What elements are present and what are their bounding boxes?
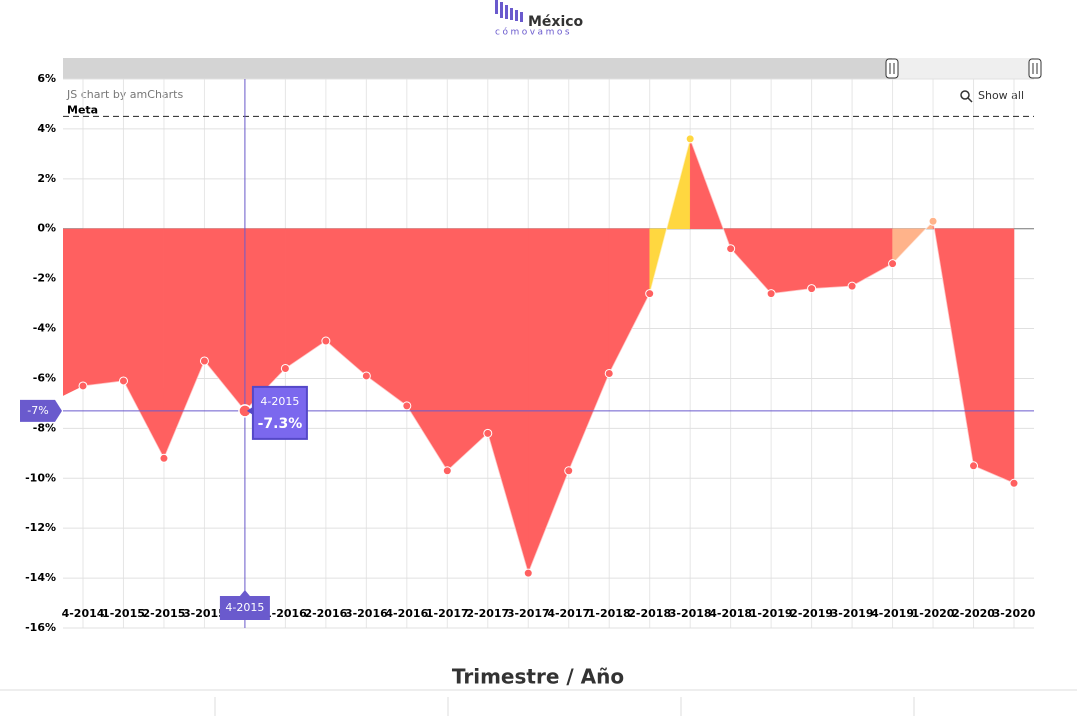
show-all-label[interactable]: Show all [978,89,1024,102]
y-tick-label: -16% [25,621,56,634]
tabs [214,697,915,716]
x-tick-label: 1-2015 [102,607,145,620]
area-segment [406,228,448,472]
tooltip-box [251,385,308,440]
x-tick-label: 1-2020 [912,607,955,620]
x-tick-label: 2-2016 [304,607,347,620]
x-tick-label: 3-2018 [669,607,712,620]
point [847,281,857,291]
logo-tagline: cómovamos [495,27,572,38]
x-tick-label: 2-2020 [952,607,995,620]
y-tick-label: -14% [25,571,56,584]
y-tick-label: -6% [33,371,56,384]
x-tick-label: 3-2015 [183,607,226,620]
x-tick-label: 3-2016 [345,607,388,620]
point [442,466,452,476]
area-segment [325,228,367,377]
cursor-y-box [20,399,62,422]
y-tick-label: 6% [37,72,56,85]
x-tick-label: 4-2018 [709,607,752,620]
point [726,244,736,254]
tooltip-pointer [246,406,253,415]
y-tick-label: -4% [33,322,56,335]
show-all-button[interactable]: Show all [960,89,1024,103]
x-tick-label: 4-2014 [62,607,105,620]
y-tick-label: -8% [33,421,56,434]
meta-label: Meta [67,103,98,116]
area-segment [447,228,489,472]
x-tick-label: 1-2016 [264,607,307,620]
point [564,466,574,476]
y-tick-label: 2% [37,172,56,185]
area-segment [487,228,529,574]
logo-name: México [528,14,584,30]
x-tick-label: 2-2015 [143,607,186,620]
point [118,376,128,386]
tooltip-value: -7.3% [258,416,303,432]
area-segment [770,228,812,294]
point [685,134,695,144]
point [928,216,938,226]
x-tick-label: 1-2018 [588,607,631,620]
point [523,568,533,578]
y-tick-label: -10% [25,471,56,484]
area-segment [811,228,853,289]
area-segment [730,228,772,295]
area-segment [973,228,1015,484]
point [888,259,898,269]
x-tick-label: 4-2016 [385,607,428,620]
point [483,428,493,438]
y-tick-label: -12% [25,521,56,534]
x-tick-label: 3-2020 [993,607,1036,620]
area-segment [568,228,610,471]
point [766,289,776,299]
x-tick-label: 4-2019 [871,607,914,620]
area-segment [851,228,893,287]
credit[interactable]: JS chart by amCharts [66,88,183,101]
logo: México cómovamos [495,0,584,38]
area-segment [123,228,165,459]
y-tick-label: 4% [37,122,56,135]
line [82,137,1015,575]
point [361,371,371,381]
point [321,336,331,346]
cursor-x-box [219,590,270,620]
x-tick-label: 3-2019 [831,607,874,620]
point [645,289,655,299]
area-segment [204,228,246,412]
scrollbar[interactable] [63,58,1042,79]
cursor-x-label: 4-2015 [225,601,264,614]
x-tick-label: 4-2017 [547,607,590,620]
point [159,453,169,463]
point [78,381,88,391]
point [280,363,290,373]
area-segment [285,228,327,369]
point [807,284,817,294]
cursor-y-label: -7% [27,404,48,417]
area-segment [244,228,286,412]
x-tick-label: 1-2017 [426,607,469,620]
tooltip-category: 4-2015 [260,395,299,408]
area-segment [366,228,408,407]
area-segment [608,228,650,374]
x-tick-label: 2-2019 [790,607,833,620]
point [604,368,614,378]
area-segment [163,228,205,459]
point [199,356,209,366]
point [1009,478,1019,488]
point [402,401,412,411]
area-segment [82,228,124,387]
x-tick-label: 1-2019 [750,607,793,620]
x-tick-label: 2-2018 [628,607,671,620]
point [969,461,979,471]
x-tick-label: 2-2017 [466,607,509,620]
area-lead [63,228,83,396]
y-tick-label: 0% [37,222,56,235]
plot: -16% -14% -12% -10% -8% -6% -4% -2% 0% 2% 4% 6% 4-20… [25,72,1036,634]
y-tick-label: -2% [33,272,56,285]
x-axis-title: Trimestre / Año [452,665,624,689]
x-tick-label: 3-2017 [507,607,550,620]
